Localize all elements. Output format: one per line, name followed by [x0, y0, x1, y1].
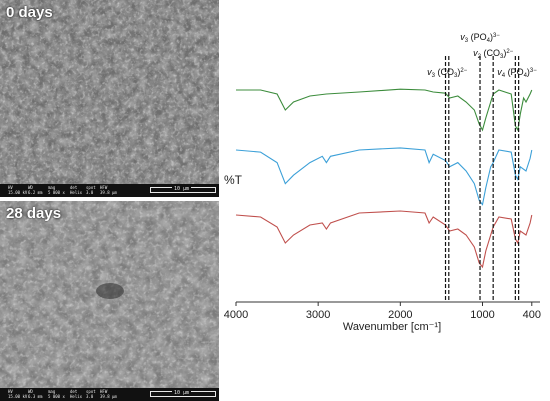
- series-line: [235, 210, 533, 269]
- databar-field: mag 5 000 x: [48, 389, 65, 399]
- x-tick-label: 1000: [470, 309, 494, 321]
- sem-databar-bottom: HV 15.00 kV WD 6.3 mm mag 5 000 x det Helix …: [0, 388, 219, 401]
- sem-image-0-days: 0 days HV 15.00 kV WD 6.2 mm mag 5 000 x de…: [0, 0, 219, 197]
- x-tick-label: 2000: [388, 309, 412, 321]
- databar-field: det Helix: [70, 185, 83, 195]
- databar-field: HV 15.00 kV: [8, 185, 28, 195]
- sem-databar-top: HV 15.00 kV WD 6.2 mm mag 5 000 x det Helix …: [0, 184, 219, 197]
- sem-label-0-days: 0 days: [6, 4, 53, 21]
- series-line: [236, 88, 533, 132]
- scale-bar: 10 µm: [150, 390, 216, 399]
- x-tick-label: 4000: [224, 309, 248, 321]
- sem-label-28-days: 28 days: [6, 205, 62, 222]
- chart-marks: 4000 3000 2000 1000 400 v3 (CO3)2− v3 (PO4)3− v…: [224, 32, 541, 321]
- databar-field: HV 15.00 kV: [8, 389, 28, 399]
- sem-texture-0-days: [0, 0, 219, 197]
- y-axis-label: %T: [224, 173, 243, 187]
- databar-field: mag 5 000 x: [48, 185, 65, 195]
- band-annotation: v3 (PO4)3−: [460, 32, 500, 44]
- band-annotation: v3 (CO3)2−: [427, 67, 468, 79]
- databar-field: spot 3.0: [86, 185, 96, 195]
- databar-field: det Helix: [70, 389, 83, 399]
- band-annotation: v2 (CO3)2−: [473, 48, 514, 60]
- x-axis-label: Wavenumber [cm⁻¹]: [343, 321, 441, 333]
- scale-bar-label: 10 µm: [172, 186, 192, 192]
- scale-bar: 10 µm: [150, 186, 216, 195]
- ftir-spectrum-chart: 4000 3000 2000 1000 400 v3 (CO3)2− v3 (PO4)3− v…: [224, 32, 541, 333]
- band-annotation: v4 (PO4)3−: [497, 67, 537, 79]
- databar-field: WD 6.2 mm: [28, 185, 43, 195]
- sem-texture-28-days: [0, 201, 219, 401]
- x-tick-label: 400: [523, 309, 541, 321]
- databar-field: HFW 39.8 µm: [100, 185, 117, 195]
- databar-field: spot 3.0: [86, 389, 96, 399]
- sem-image-28-days: 28 days HV 15.00 kV WD 6.3 mm mag 5 000 x d…: [0, 201, 219, 401]
- databar-field: WD 6.3 mm: [28, 389, 43, 399]
- databar-field: HFW 39.8 µm: [100, 389, 117, 399]
- series-line: [235, 147, 533, 206]
- scale-bar-label: 10 µm: [172, 390, 192, 396]
- x-tick-label: 3000: [306, 309, 330, 321]
